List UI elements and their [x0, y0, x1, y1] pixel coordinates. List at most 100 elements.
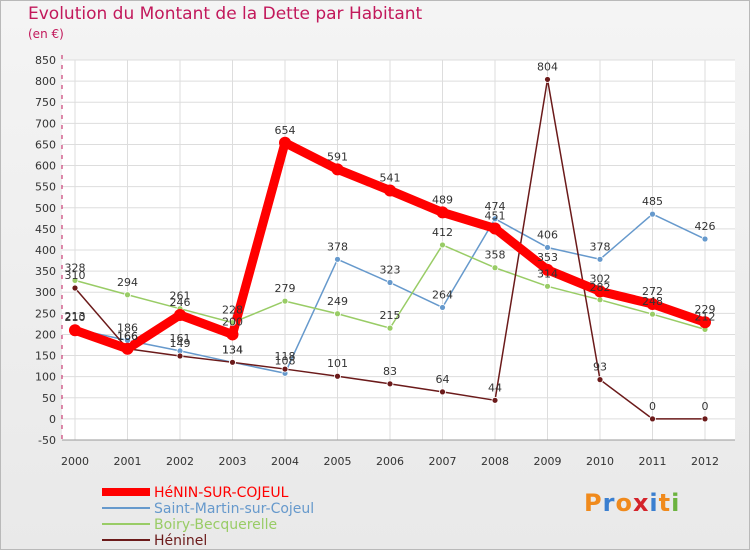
data-label: 323 — [380, 264, 401, 277]
y-tick-label: 450 — [35, 223, 56, 236]
data-point — [229, 358, 236, 366]
data-point — [334, 372, 341, 380]
x-tick-label: 2001 — [114, 455, 142, 468]
data-label: 474 — [485, 200, 506, 213]
data-label: 378 — [590, 240, 611, 253]
data-point — [491, 215, 499, 223]
data-point — [71, 276, 79, 284]
data-label: 358 — [485, 249, 506, 262]
logo-letter: r — [602, 489, 616, 517]
y-tick-label: 300 — [35, 286, 56, 299]
legend-label: Héninel — [154, 533, 207, 549]
logo-letter: x — [632, 489, 650, 517]
legend-label: Boiry-Becquerelle — [154, 517, 277, 533]
data-label: 426 — [695, 220, 716, 233]
data-point — [544, 244, 551, 251]
data-label: 282 — [590, 281, 611, 294]
data-label: 248 — [642, 295, 663, 308]
data-label: 489 — [432, 193, 453, 206]
logo-letter: P — [584, 489, 603, 517]
data-point — [229, 319, 236, 327]
data-label: 229 — [695, 303, 716, 316]
data-point — [334, 255, 341, 263]
data-label: 279 — [275, 282, 296, 295]
x-tick-label: 2002 — [166, 455, 194, 468]
data-point — [331, 163, 344, 176]
data-label: 485 — [642, 195, 663, 208]
data-point — [386, 380, 394, 388]
data-label: 451 — [485, 209, 506, 222]
logo-letter: o — [615, 489, 633, 517]
x-tick-label: 2006 — [376, 455, 404, 468]
y-tick-label: 550 — [35, 181, 56, 194]
data-point — [491, 396, 499, 404]
data-label: 161 — [170, 332, 191, 345]
data-label: 314 — [537, 267, 558, 280]
data-point — [281, 297, 289, 305]
y-tick-label: 700 — [35, 117, 56, 130]
data-label: 246 — [170, 296, 191, 309]
data-label: 166 — [117, 330, 138, 343]
data-label: 108 — [275, 354, 296, 367]
data-label: 591 — [327, 150, 348, 163]
y-tick-label: 400 — [35, 244, 56, 257]
y-tick-label: 750 — [35, 96, 56, 109]
data-label: 101 — [327, 357, 348, 370]
y-tick-label: 250 — [35, 307, 56, 320]
data-point — [386, 279, 394, 286]
data-point — [334, 310, 341, 318]
x-tick-label: 2009 — [534, 455, 562, 468]
data-point — [439, 241, 446, 249]
data-point — [649, 310, 656, 318]
data-point — [701, 415, 709, 423]
data-point — [489, 222, 501, 235]
data-label: 149 — [170, 337, 191, 350]
data-point — [71, 284, 79, 292]
data-label: 228 — [222, 304, 243, 317]
x-tick-label: 2007 — [429, 455, 457, 468]
data-label: 83 — [383, 365, 397, 378]
y-tick-label: 500 — [35, 202, 56, 215]
y-tick-label: 200 — [35, 328, 56, 341]
y-tick-label: 50 — [42, 392, 56, 405]
data-point — [439, 388, 446, 396]
data-label: 200 — [222, 315, 243, 328]
legend-label: HéNIN-SUR-COJEUL — [154, 485, 289, 501]
data-point — [386, 324, 394, 332]
data-point — [121, 342, 134, 355]
data-label: 249 — [327, 295, 348, 308]
chart-subtitle: (en €) — [28, 27, 64, 41]
logo-letter: i — [649, 489, 659, 517]
x-tick-label: 2008 — [481, 455, 509, 468]
data-point — [279, 136, 291, 149]
data-point — [596, 296, 604, 304]
logo-letter: t — [658, 489, 672, 517]
legend-label: Saint-Martin-sur-Cojeul — [154, 501, 314, 517]
x-tick-label: 2004 — [271, 455, 299, 468]
data-label: 0 — [649, 400, 656, 413]
data-point — [439, 304, 446, 311]
x-tick-label: 2010 — [586, 455, 614, 468]
data-point — [176, 352, 184, 360]
y-tick-label: 600 — [35, 160, 56, 173]
data-label: 804 — [537, 60, 558, 73]
y-tick-label: 850 — [35, 54, 56, 67]
data-point — [226, 328, 239, 341]
logo-letter: i — [671, 489, 681, 517]
data-label: 64 — [436, 373, 450, 386]
data-point — [541, 263, 554, 276]
data-point — [596, 255, 604, 263]
x-tick-label: 2011 — [639, 455, 667, 468]
data-label: 294 — [117, 276, 138, 289]
data-label: 210 — [65, 311, 86, 324]
y-tick-label: 650 — [35, 138, 56, 151]
y-tick-label: 100 — [35, 371, 56, 384]
y-tick-label: 0 — [49, 413, 56, 426]
y-tick-label: -50 — [38, 434, 56, 447]
data-label: 406 — [537, 228, 558, 241]
data-label: 310 — [65, 269, 86, 282]
data-point — [649, 210, 656, 218]
data-label: 261 — [170, 290, 191, 303]
data-label: 272 — [642, 285, 663, 298]
